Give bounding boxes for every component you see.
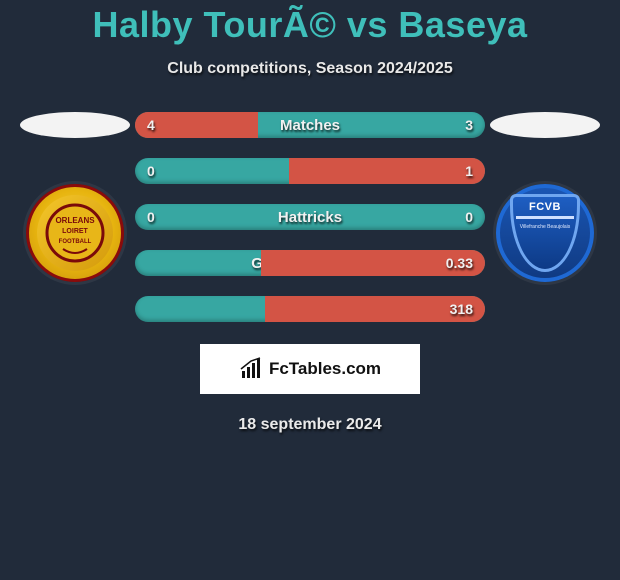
fcvb-shield-icon: FCVB Villefranche Beaujolais xyxy=(510,194,580,272)
date-label: 18 september 2024 xyxy=(0,416,620,434)
right-disc xyxy=(490,112,600,138)
stat-value-right: 1 xyxy=(465,163,473,179)
stat-bar: 0Goals1 xyxy=(135,158,485,184)
stat-value-right: 0.33 xyxy=(446,255,473,271)
orleans-crest-icon: ORLEANS LOIRET FOOTBALL xyxy=(45,203,105,263)
right-side: FCVB Villefranche Beaujolais xyxy=(485,112,605,282)
svg-text:LOIRET: LOIRET xyxy=(62,228,88,235)
left-side: ORLEANS LOIRET FOOTBALL xyxy=(15,112,135,282)
stat-bar: Min per goal318 xyxy=(135,296,485,322)
stat-bar: 0 Hattricks 0 xyxy=(135,204,485,230)
stat-value-left: 0 xyxy=(147,163,155,179)
main-row: ORLEANS LOIRET FOOTBALL 4 Matches 3 0Goals1… xyxy=(0,112,620,322)
stat-value-right: 0 xyxy=(465,209,473,225)
left-disc xyxy=(20,112,130,138)
stat-bar: Goals per match0.33 xyxy=(135,250,485,276)
stats-column: 4Matches30Goals10Hattricks0Goals per mat… xyxy=(135,112,485,322)
site-logo-text: FcTables.com xyxy=(269,359,381,379)
stat-bar: 4 Matches 3 xyxy=(135,112,485,138)
site-logo[interactable]: FcTables.com xyxy=(200,344,420,394)
chart-icon xyxy=(239,357,263,381)
stat-value-left: 0 xyxy=(147,209,155,225)
stat-label: Matches xyxy=(280,117,340,134)
page-title: Halby TourÃ© vs Baseya xyxy=(0,4,620,46)
stat-fill-right xyxy=(289,158,485,184)
svg-text:ORLEANS: ORLEANS xyxy=(55,216,95,225)
subtitle: Club competitions, Season 2024/2025 xyxy=(0,60,620,78)
svg-text:FOOTBALL: FOOTBALL xyxy=(59,239,92,245)
team-badge-right: FCVB Villefranche Beaujolais xyxy=(496,184,594,282)
stat-label: Hattricks xyxy=(278,209,342,226)
stat-value-left: 4 xyxy=(147,117,155,133)
stat-value-right: 3 xyxy=(465,117,473,133)
team-badge-left: ORLEANS LOIRET FOOTBALL xyxy=(26,184,124,282)
stats-card: Halby TourÃ© vs Baseya Club competitions… xyxy=(0,0,620,434)
stat-value-right: 318 xyxy=(450,301,473,317)
